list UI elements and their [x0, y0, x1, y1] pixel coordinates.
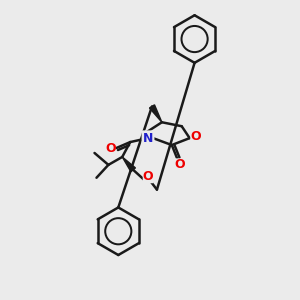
Text: O: O: [190, 130, 201, 142]
Text: O: O: [143, 170, 153, 183]
Text: O: O: [105, 142, 116, 154]
Text: N: N: [143, 132, 153, 145]
Text: O: O: [174, 158, 185, 171]
Polygon shape: [149, 105, 162, 122]
Polygon shape: [122, 157, 135, 172]
